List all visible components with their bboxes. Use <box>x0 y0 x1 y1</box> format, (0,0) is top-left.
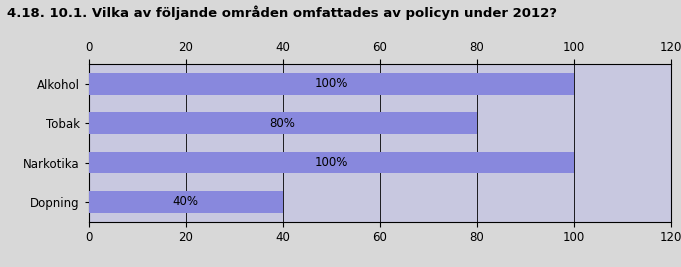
Bar <box>89 103 671 143</box>
Bar <box>89 152 573 173</box>
Text: 4.18. 10.1. Vilka av följande områden omfattades av policyn under 2012?: 4.18. 10.1. Vilka av följande områden om… <box>7 5 557 20</box>
Text: 80%: 80% <box>270 117 296 130</box>
Bar <box>89 143 671 182</box>
Text: 100%: 100% <box>315 77 348 90</box>
Bar <box>89 182 671 222</box>
Text: 40%: 40% <box>172 195 199 209</box>
Bar <box>89 112 477 134</box>
Bar <box>89 191 283 213</box>
Bar <box>89 64 671 103</box>
Bar <box>89 73 573 95</box>
Text: 100%: 100% <box>315 156 348 169</box>
